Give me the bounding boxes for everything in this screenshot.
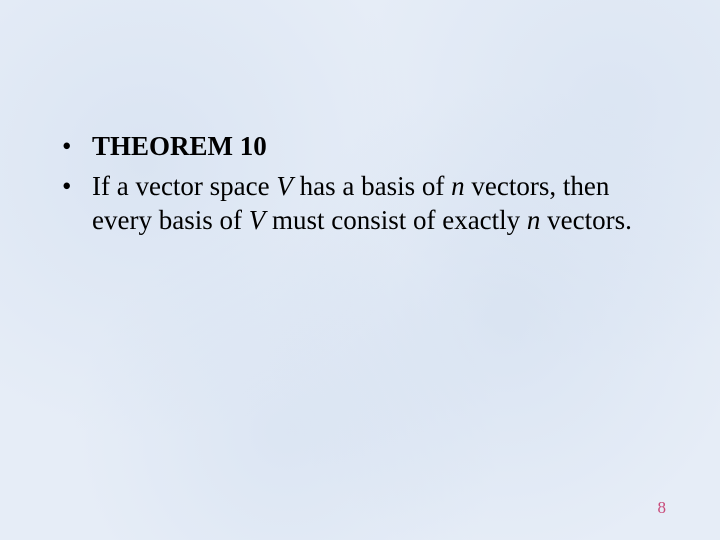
stmt-var-n1: n	[451, 171, 465, 201]
bullet-theorem-title: THEOREM 10	[58, 130, 648, 164]
stmt-var-V1: V	[276, 171, 293, 201]
bullet-theorem-statement: If a vector space V has a basis of n vec…	[58, 170, 648, 238]
theorem-title: THEOREM 10	[92, 131, 267, 161]
stmt-part1: If a vector space	[92, 171, 276, 201]
stmt-part2: has a basis of	[293, 171, 451, 201]
stmt-var-n2: n	[527, 205, 541, 235]
bullet-list: THEOREM 10 If a vector space V has a bas…	[58, 130, 648, 237]
page-number: 8	[658, 498, 667, 518]
slide-content: THEOREM 10 If a vector space V has a bas…	[58, 130, 648, 243]
stmt-part5: vectors.	[540, 205, 631, 235]
stmt-part4: must consist of exactly	[265, 205, 527, 235]
stmt-var-V2: V	[249, 205, 266, 235]
